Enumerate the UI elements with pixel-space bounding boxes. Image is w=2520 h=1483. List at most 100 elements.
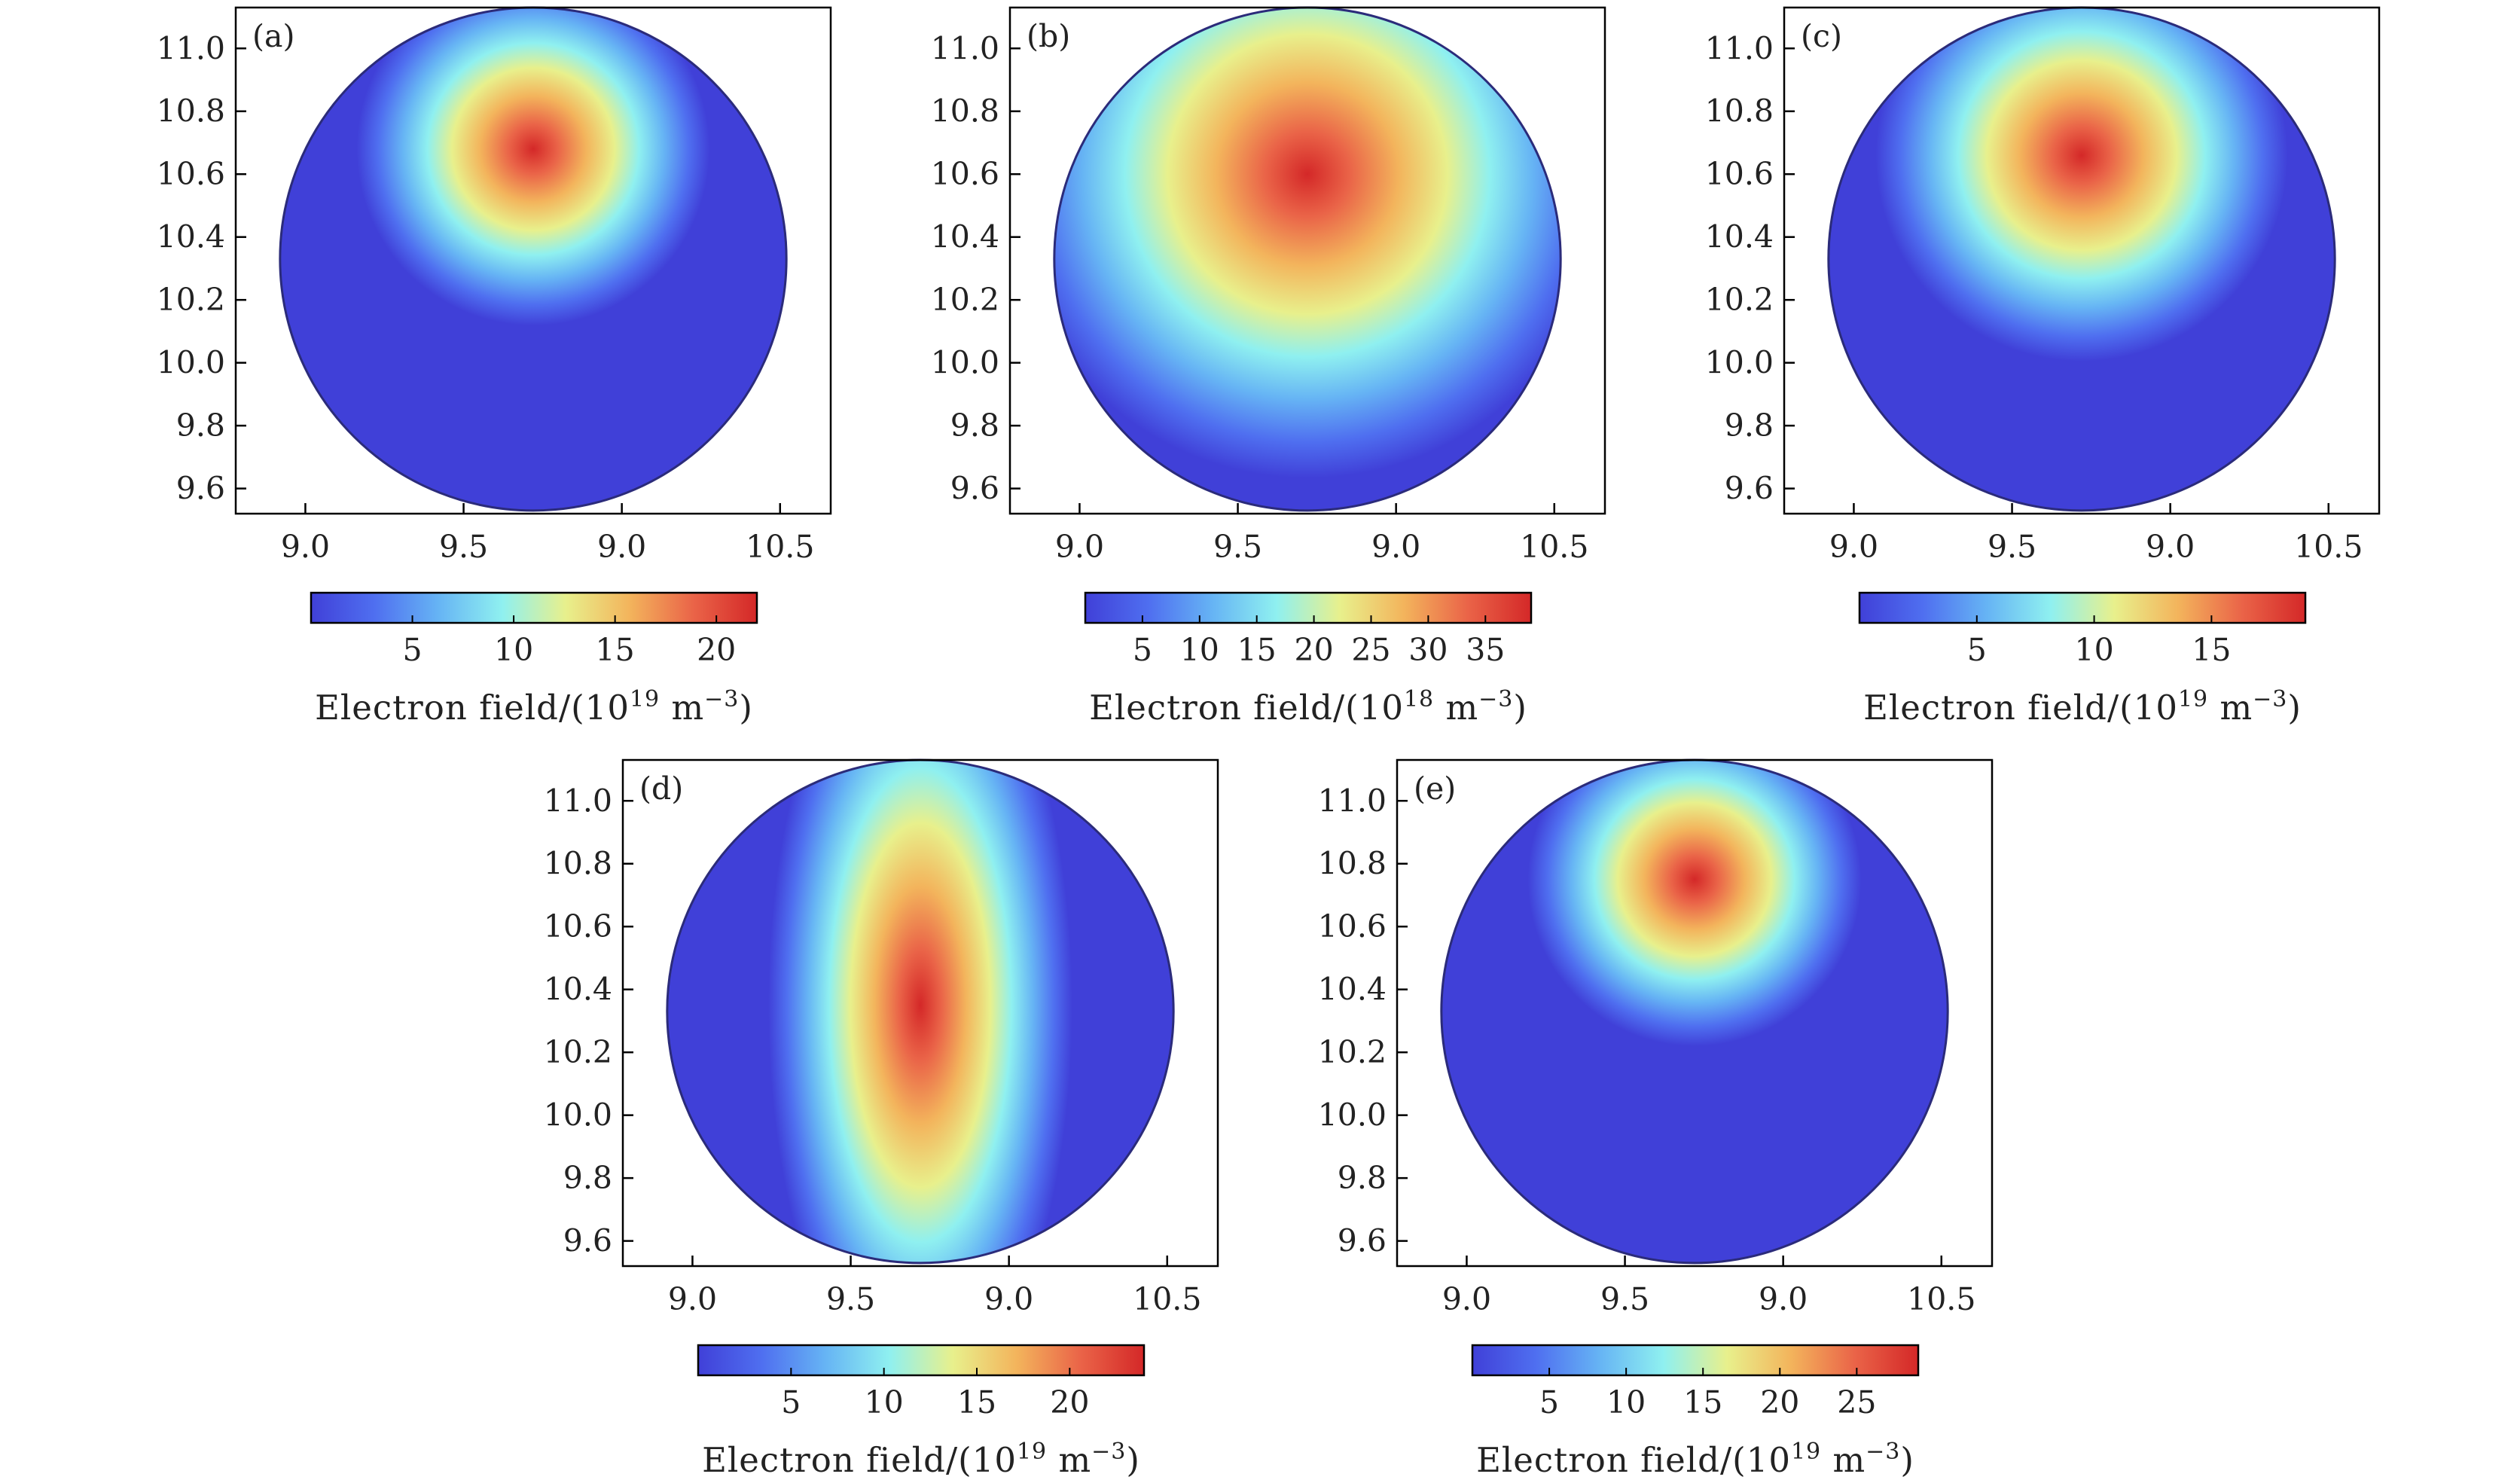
y-tick-label: 9.6 <box>1725 471 1774 507</box>
colorbar-tick-label: 10 <box>2074 632 2113 668</box>
colorbar <box>1084 591 1533 624</box>
colorbar-tick-label: 20 <box>1050 1384 1089 1420</box>
y-tick-label: 10.6 <box>544 908 612 944</box>
y-tick-label: 9.6 <box>1338 1223 1387 1259</box>
colorbar-tick-label: 10 <box>494 632 533 668</box>
y-tick-label: 10.8 <box>1705 93 1774 130</box>
y-tick-label: 9.8 <box>1725 407 1774 444</box>
x-tick-label: 10.5 <box>1133 1281 1201 1317</box>
density-disk <box>666 758 1175 1265</box>
colorbar-tick-label: 5 <box>402 632 422 668</box>
panel-label: (d) <box>639 770 683 807</box>
x-tick-label: 10.5 <box>1907 1281 1975 1317</box>
colorbar <box>310 591 758 624</box>
colorbar-tick-label: 5 <box>781 1384 801 1420</box>
colorbar-tick-label: 25 <box>1351 632 1390 668</box>
y-tick-label: 9.6 <box>950 471 999 507</box>
y-tick-label: 11.0 <box>931 30 999 66</box>
panel-b: 9.6 9.8 10.0 10.2 10.4 10.6 10.8 11.0 9.0 9.5 9.0 1… <box>931 6 1606 728</box>
panel-label: (c) <box>1801 18 1842 54</box>
y-tick-label: 10.8 <box>931 93 999 130</box>
colorbar <box>1858 591 2307 624</box>
colorbar <box>1471 1344 1920 1377</box>
x-tick-label: 9.0 <box>1371 529 1420 565</box>
colorbar-tick-label: 15 <box>1683 1384 1722 1420</box>
panel-label: (e) <box>1414 770 1456 807</box>
x-tick-label: 9.0 <box>1829 529 1878 565</box>
colorbar-tick-label: 30 <box>1408 632 1448 668</box>
y-tick-label: 10.2 <box>931 282 999 318</box>
y-tick-label: 10.0 <box>157 345 225 381</box>
x-tick-label: 9.0 <box>597 529 646 565</box>
colorbar-tick-label: 20 <box>697 632 736 668</box>
y-tick-label: 11.0 <box>157 30 225 66</box>
colorbar-tick-label: 20 <box>1760 1384 1799 1420</box>
x-tick-label: 10.5 <box>1520 529 1588 565</box>
density-disk <box>1440 758 1949 1265</box>
x-tick-label: 9.0 <box>1759 1281 1808 1317</box>
colorbar-label: Electron field/(1019 m−3) <box>1476 1439 1914 1481</box>
axes-frame <box>621 758 1219 1268</box>
x-tick-label: 9.5 <box>1213 529 1262 565</box>
y-tick-label: 10.2 <box>1318 1034 1387 1070</box>
y-tick-label: 10.4 <box>931 219 999 255</box>
colorbar-tick-label: 20 <box>1295 632 1334 668</box>
x-tick-label: 9.5 <box>826 1281 875 1317</box>
y-tick-label: 10.8 <box>157 93 225 130</box>
y-tick-label: 10.0 <box>931 345 999 381</box>
y-tick-label: 10.0 <box>1705 345 1774 381</box>
y-tick-label: 10.6 <box>931 156 999 192</box>
y-tick-label: 10.0 <box>1318 1097 1387 1134</box>
panel-e: 9.6 9.8 10.0 10.2 10.4 10.6 10.8 11.0 9.0 9.5 9.0 1… <box>1318 758 1994 1481</box>
colorbar-tick-label: 15 <box>596 632 635 668</box>
y-tick-label: 9.6 <box>176 471 225 507</box>
colorbar-tick-label: 35 <box>1466 632 1505 668</box>
y-tick-label: 9.8 <box>176 407 225 444</box>
colorbar-tick-label: 10 <box>865 1384 904 1420</box>
y-tick-label: 10.2 <box>157 282 225 318</box>
x-tick-label: 9.0 <box>281 529 330 565</box>
axes-frame <box>1008 6 1606 515</box>
density-disk <box>1827 6 2336 512</box>
panel-c: 9.6 9.8 10.0 10.2 10.4 10.6 10.8 11.0 9.0 9.5 9.0 1… <box>1705 6 2381 728</box>
y-tick-label: 10.6 <box>1705 156 1774 192</box>
colorbar-label: Electron field/(1019 m−3) <box>315 686 753 728</box>
y-tick-label: 10.2 <box>1705 282 1774 318</box>
axes-frame <box>234 6 832 515</box>
x-tick-label: 9.5 <box>439 529 488 565</box>
density-disk <box>279 6 788 512</box>
colorbar-tick-label: 15 <box>2192 632 2231 668</box>
colorbar-label: Electron field/(1019 m−3) <box>1863 686 2302 728</box>
y-tick-label: 10.4 <box>544 972 612 1008</box>
y-tick-label: 10.4 <box>1318 972 1387 1008</box>
y-tick-label: 9.8 <box>563 1160 612 1196</box>
y-tick-label: 11.0 <box>544 783 612 819</box>
axes-frame <box>1396 758 1994 1268</box>
y-tick-label: 9.8 <box>950 407 999 444</box>
y-tick-label: 10.8 <box>1318 846 1387 882</box>
y-tick-label: 10.0 <box>544 1097 612 1134</box>
x-tick-label: 10.5 <box>2294 529 2363 565</box>
colorbar-tick-label: 10 <box>1606 1384 1646 1420</box>
y-tick-label: 9.8 <box>1338 1160 1387 1196</box>
y-tick-label: 10.6 <box>157 156 225 192</box>
panel-a: 9.6 9.8 10.0 10.2 10.4 10.6 10.8 11.0 9.0 9.5 9.0 1… <box>157 6 832 728</box>
x-tick-label: 9.5 <box>1600 1281 1649 1317</box>
colorbar-tick-label: 15 <box>957 1384 996 1420</box>
x-tick-label: 9.0 <box>668 1281 717 1317</box>
axes-frame <box>1783 6 2381 515</box>
colorbar-tick-label: 5 <box>1133 632 1152 668</box>
y-tick-label: 10.4 <box>1705 219 1774 255</box>
y-tick-label: 10.6 <box>1318 908 1387 944</box>
x-tick-label: 9.0 <box>2146 529 2195 565</box>
panel-label: (b) <box>1027 18 1070 54</box>
colorbar-tick-label: 10 <box>1180 632 1219 668</box>
colorbar-label: Electron field/(1019 m−3) <box>702 1439 1140 1481</box>
panel-label: (a) <box>252 18 294 54</box>
colorbar-tick-label: 5 <box>1539 1384 1559 1420</box>
density-disk <box>1053 6 1562 512</box>
colorbar <box>697 1344 1146 1377</box>
x-tick-label: 9.0 <box>1055 529 1104 565</box>
colorbar-tick-label: 25 <box>1837 1384 1876 1420</box>
